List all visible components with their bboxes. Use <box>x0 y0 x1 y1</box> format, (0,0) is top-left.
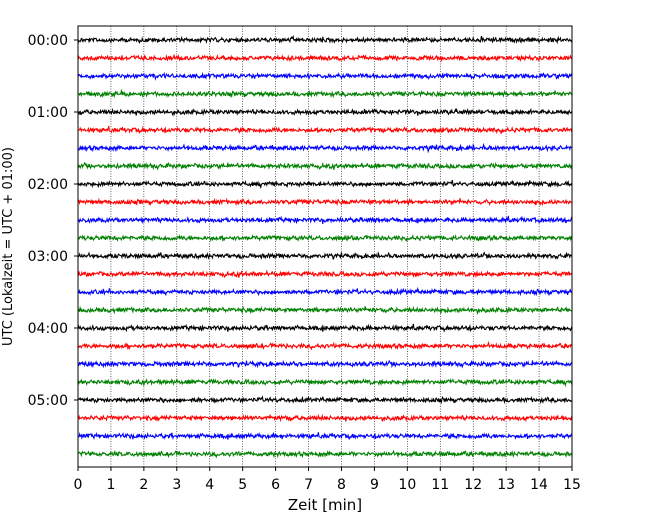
x-tick-label: 3 <box>172 477 181 493</box>
x-tick-label: 10 <box>398 477 416 493</box>
trace-line <box>77 107 573 117</box>
x-tick-label: 5 <box>238 477 247 493</box>
x-tick-label: 7 <box>304 477 313 493</box>
trace-line <box>77 359 573 369</box>
y-tick-label: 05:00 <box>28 393 68 409</box>
trace-line <box>77 251 573 261</box>
trace-line <box>77 179 573 190</box>
trace-line <box>77 340 573 351</box>
trace-line <box>77 449 573 459</box>
trace-line <box>77 305 573 316</box>
trace-line <box>77 431 573 441</box>
x-tick-label: 8 <box>337 477 346 493</box>
x-tick-label: 2 <box>139 477 148 493</box>
trace-line <box>77 88 573 99</box>
y-tick-label: 01:00 <box>28 105 68 121</box>
x-tick-label: 9 <box>370 477 379 493</box>
trace-line <box>77 377 573 388</box>
seismic-traces <box>77 34 573 459</box>
y-tick-label: 00:00 <box>28 33 68 49</box>
y-tick-label: 02:00 <box>28 177 68 193</box>
x-tick-label: 4 <box>205 477 214 493</box>
trace-line <box>77 413 573 423</box>
y-tick-label: 03:00 <box>28 249 68 265</box>
grid-lines <box>110 26 540 467</box>
x-tick-label: 6 <box>271 477 280 493</box>
x-tick-label: 14 <box>530 477 548 493</box>
trace-line <box>77 286 573 297</box>
trace-line <box>77 125 573 135</box>
trace-line <box>77 71 573 81</box>
x-tick-label: 13 <box>497 477 515 493</box>
trace-line <box>77 54 573 63</box>
trace-line <box>77 34 573 45</box>
x-tick-label: 11 <box>431 477 449 493</box>
trace-line <box>77 161 573 171</box>
trace-line <box>77 215 573 225</box>
x-tick-label: 15 <box>563 477 581 493</box>
x-tick-label: 1 <box>106 477 115 493</box>
trace-line <box>77 233 573 243</box>
x-tick-label: 12 <box>464 477 482 493</box>
trace-line <box>77 395 573 405</box>
trace-line <box>77 323 573 333</box>
y-axis-label: UTC (Lokalzeit = UTC + 01:00) <box>1 147 16 346</box>
y-tick-label: 04:00 <box>28 321 68 337</box>
x-tick-label: 0 <box>74 477 83 493</box>
plot-frame <box>77 25 573 468</box>
trace-line <box>77 269 573 279</box>
y-axis-ticks: 00:00 01:00 02:00 03:00 04:00 05:00 <box>28 33 78 409</box>
x-axis-label: Zeit [min] <box>288 496 362 514</box>
trace-line <box>77 197 573 207</box>
trace-line <box>77 142 573 154</box>
x-axis-ticks: 0 1 2 3 4 5 6 7 8 9 10 11 12 13 14 15 <box>74 467 581 493</box>
